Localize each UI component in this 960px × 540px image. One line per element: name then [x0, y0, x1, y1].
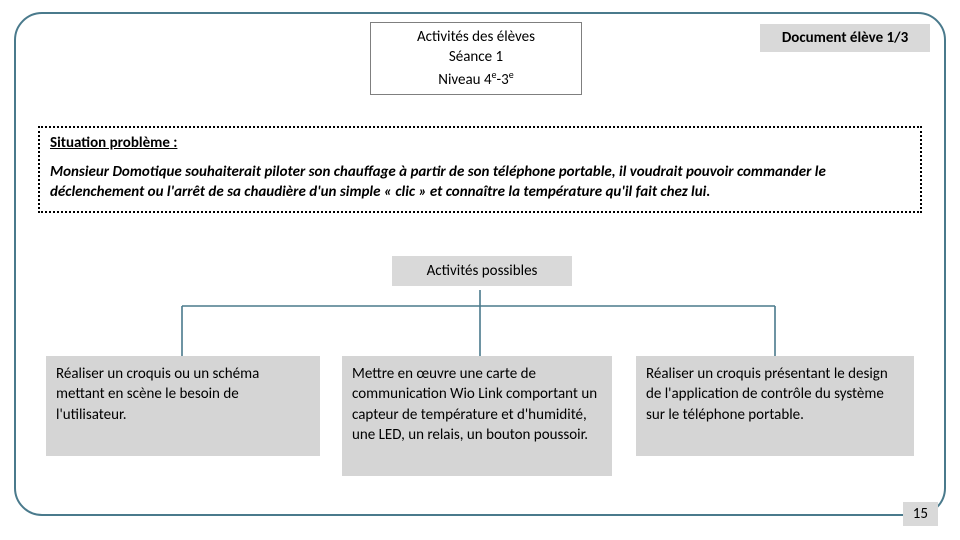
- situation-box: Situation problème : Monsieur Domotique …: [38, 126, 922, 213]
- header-box: Activités des élèves Séance 1 Niveau 4 e-…: [370, 22, 582, 95]
- activity-box-1: Réaliser un croquis ou un schéma mettant…: [46, 356, 320, 456]
- activity-box-3: Réaliser un croquis présentant le design…: [636, 356, 914, 456]
- header-level-4: Niveau 4: [438, 71, 491, 89]
- situation-text: Monsieur Domotique souhaiterait piloter …: [50, 162, 910, 203]
- activities-label: Activités possibles: [392, 256, 572, 286]
- situation-title: Situation problème :: [50, 134, 910, 152]
- header-level-3: -3: [497, 71, 509, 89]
- header-line2: Séance 1: [377, 47, 575, 67]
- activity-box-2: Mettre en œuvre une carte de communicati…: [342, 356, 612, 476]
- page-number: 15: [903, 502, 938, 526]
- header-line1: Activités des élèves: [377, 27, 575, 47]
- header-sup-2: e: [509, 68, 514, 81]
- header-line3: Niveau 4e-3e: [377, 68, 575, 90]
- document-badge: Document élève 1/3: [760, 24, 930, 52]
